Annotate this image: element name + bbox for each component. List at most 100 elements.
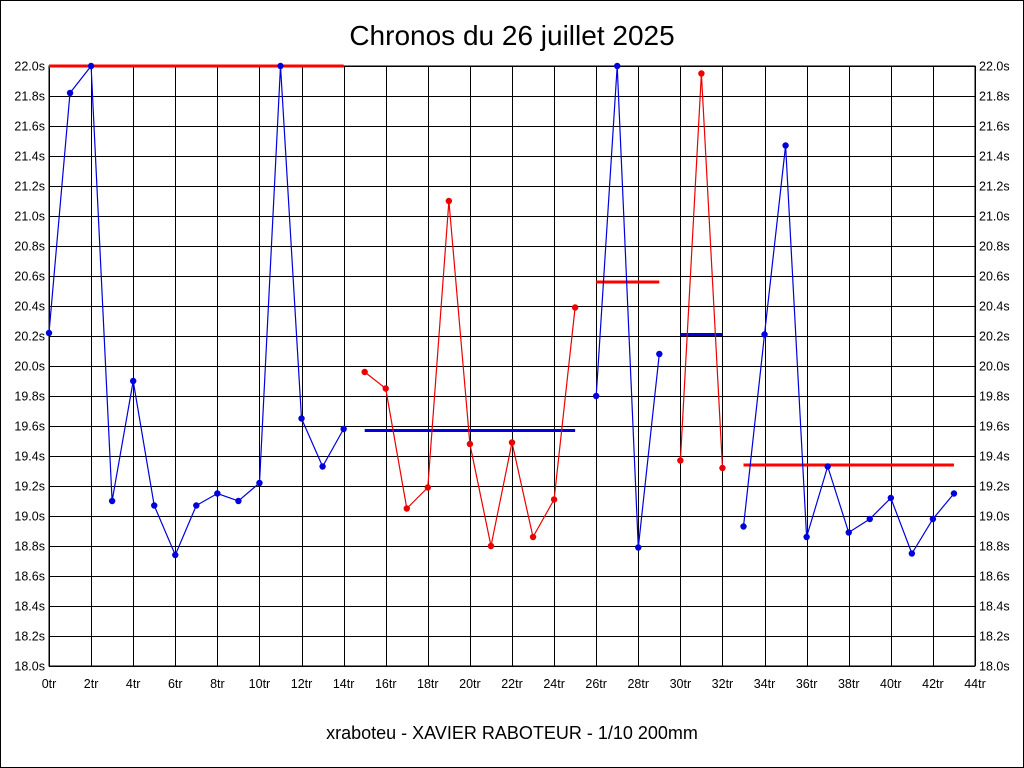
data-point: [487, 542, 495, 550]
y-tick-label-left: 20.0s: [14, 360, 45, 374]
y-tick-label-left: 19.0s: [14, 510, 45, 524]
y-tick-label-right: 21.8s: [979, 90, 1010, 104]
x-tick-label: 38tr: [838, 677, 860, 691]
y-tick-label-left: 18.8s: [14, 540, 45, 554]
data-point: [614, 62, 621, 70]
data-point: [887, 494, 895, 502]
data-point: [929, 515, 937, 523]
data-point: [277, 62, 284, 70]
x-tick-label: 28tr: [627, 677, 649, 691]
data-point: [193, 502, 200, 509]
y-tick-label-right: 19.2s: [979, 480, 1010, 494]
y-tick-label-right: 18.6s: [979, 570, 1010, 584]
data-point: [108, 497, 116, 505]
data-point: [172, 551, 179, 559]
y-tick-label-left: 21.8s: [14, 90, 45, 104]
series-line: [364, 200, 576, 547]
x-tick-label: 44tr: [964, 677, 986, 691]
y-tick-label-left: 19.6s: [14, 420, 45, 434]
data-point: [445, 197, 453, 205]
chart-footer: xraboteu - XAVIER RABOTEUR - 1/10 200mm: [326, 723, 698, 743]
data-point: [298, 415, 305, 422]
mean-lines: [49, 64, 954, 467]
data-point: [656, 350, 663, 358]
data-point: [719, 464, 726, 472]
x-tick-label: 18tr: [417, 677, 439, 691]
y-tick-label-left: 18.4s: [14, 600, 45, 614]
x-tick-label: 8tr: [210, 677, 225, 691]
x-tick-label: 2tr: [84, 677, 99, 691]
x-tick-label: 26tr: [585, 677, 607, 691]
data-point: [382, 385, 389, 392]
data-point: [698, 70, 705, 77]
data-point: [592, 392, 600, 400]
y-tick-label-right: 18.8s: [979, 540, 1010, 554]
data-point: [803, 533, 810, 541]
y-tick-label-right: 21.0s: [979, 210, 1010, 224]
x-tick-label: 32tr: [712, 677, 734, 691]
data-point: [635, 544, 642, 551]
y-tick-label-left: 21.6s: [14, 120, 45, 134]
y-tick-label-left: 21.0s: [14, 210, 45, 224]
y-tick-label-right: 19.4s: [979, 450, 1010, 464]
y-tick-label-right: 20.0s: [979, 360, 1010, 374]
x-axis-tick-labels: 0tr 2tr 4tr 6tr 8tr 10tr 12tr 14tr 16tr 18tr 20tr 2…: [42, 677, 986, 691]
data-point: [319, 463, 326, 470]
series-lines: [48, 64, 955, 557]
data-point: [151, 502, 158, 509]
series-line: [595, 65, 660, 548]
y-tick-label-left: 20.8s: [14, 240, 45, 254]
data-point: [235, 497, 242, 505]
y-tick-label-right: 18.4s: [979, 600, 1010, 614]
data-point: [529, 533, 537, 541]
data-point: [571, 304, 579, 311]
data-point: [466, 440, 474, 448]
x-tick-label: 36tr: [796, 677, 818, 691]
y-tick-label-left: 18.2s: [14, 630, 45, 644]
x-tick-label: 30tr: [670, 677, 692, 691]
data-point: [782, 142, 789, 149]
data-point: [845, 529, 852, 536]
y-tick-label-right: 22.0s: [979, 60, 1010, 74]
y-tick-label-left: 20.2s: [14, 330, 45, 344]
data-point: [908, 550, 916, 557]
y-tick-label-left: 18.6s: [14, 570, 45, 584]
data-points: [45, 62, 958, 559]
x-tick-label: 10tr: [249, 677, 271, 691]
x-tick-label: 14tr: [333, 677, 355, 691]
series-line: [48, 64, 345, 557]
data-point: [214, 490, 221, 497]
data-point: [740, 523, 747, 530]
x-tick-label: 6tr: [168, 677, 183, 691]
y-tick-label-left: 21.2s: [14, 180, 45, 194]
series-line: [679, 73, 724, 469]
y-tick-label-right: 20.2s: [979, 330, 1010, 344]
y-tick-label-right: 20.8s: [979, 240, 1010, 254]
data-point: [424, 484, 432, 491]
data-point: [866, 515, 873, 523]
x-tick-label: 0tr: [42, 677, 57, 691]
y-tick-label-right: 20.4s: [979, 300, 1010, 314]
x-tick-label: 12tr: [291, 677, 313, 691]
data-point: [66, 89, 74, 97]
data-point: [256, 479, 263, 487]
y-tick-label-left: 19.8s: [14, 390, 45, 404]
y-tick-label-left: 20.6s: [14, 270, 45, 284]
y-tick-label-left: 19.4s: [14, 450, 45, 464]
data-point: [361, 368, 368, 376]
y-tick-label-right: 19.6s: [979, 420, 1010, 434]
data-point: [824, 463, 831, 470]
data-point: [950, 490, 958, 497]
x-tick-label: 40tr: [880, 677, 902, 691]
series-line: [742, 145, 955, 555]
data-point: [403, 505, 410, 512]
x-tick-label: 16tr: [375, 677, 397, 691]
y-tick-label-right: 21.6s: [979, 120, 1010, 134]
grid: [49, 66, 976, 667]
data-point: [761, 331, 768, 338]
y-tick-label-right: 21.2s: [979, 180, 1010, 194]
data-point: [550, 496, 558, 503]
y-tick-label-left: 22.0s: [14, 60, 45, 74]
y-tick-label-right: 19.0s: [979, 510, 1010, 524]
